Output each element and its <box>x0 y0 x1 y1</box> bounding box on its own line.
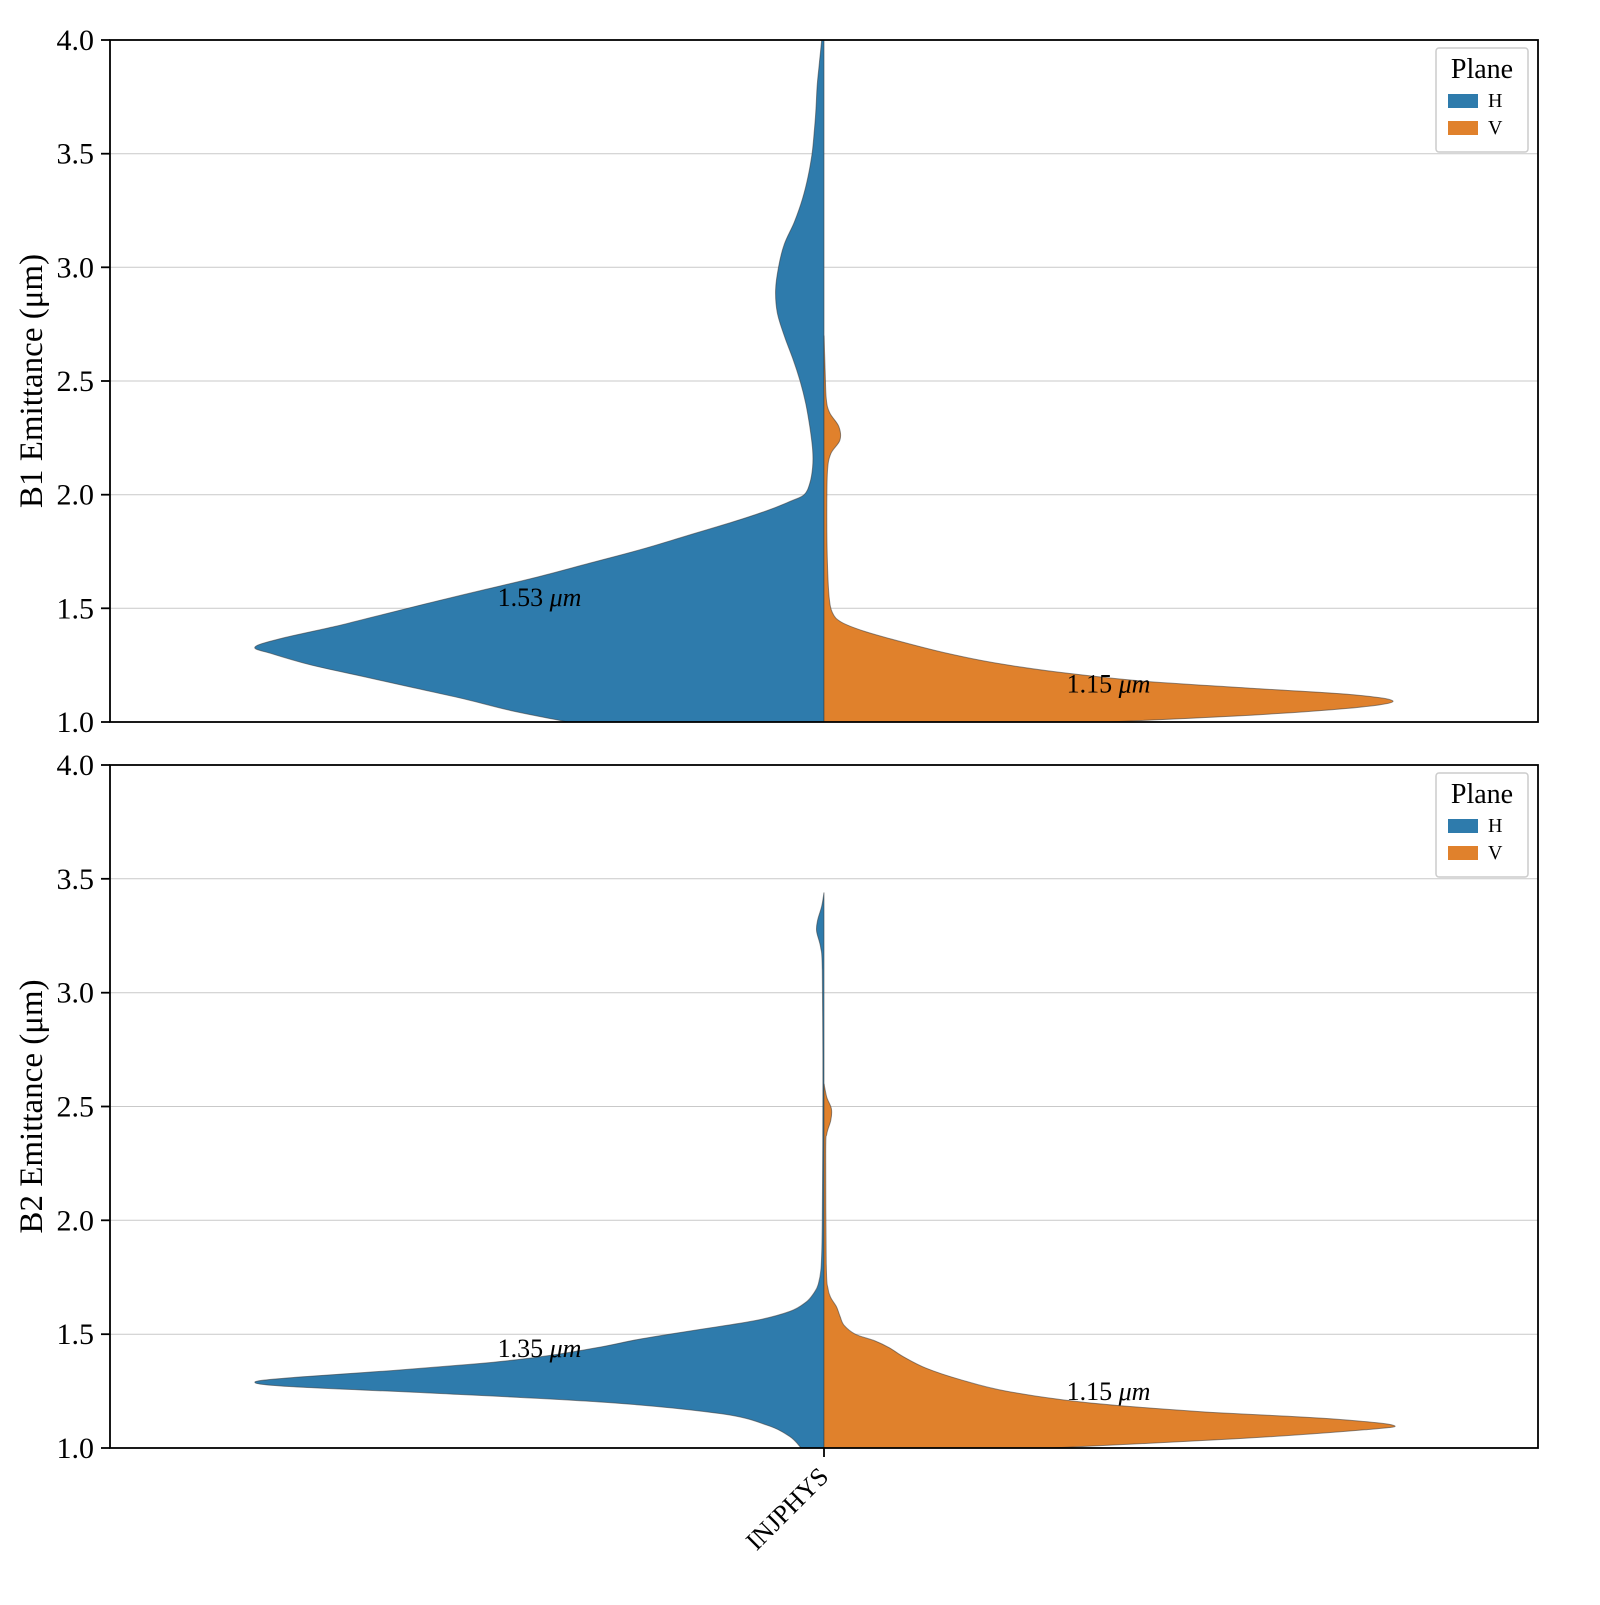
violin-B1-H <box>254 40 825 722</box>
y-tick-label: 2.5 <box>57 365 95 398</box>
y-tick-label: 2.0 <box>57 1204 95 1237</box>
y-tick-label: 3.0 <box>57 977 95 1010</box>
y-tick-label: 2.5 <box>57 1091 95 1124</box>
mean-annotation-B1-V: 1.15 μm <box>1067 669 1151 698</box>
violin-B2-H <box>254 892 825 1448</box>
subplot-B1: 1.53 μm 1.15 μm 1.0 1.5 2.0 2.5 3.0 3.5 4.0 B1 Em… <box>14 24 1539 739</box>
y-axis-label-B1: B1 Emittance (μm) <box>14 254 50 508</box>
y-tick-label: 3.5 <box>57 863 95 896</box>
y-tick-label: 3.5 <box>57 138 95 171</box>
mean-annotation-B2-V: 1.15 μm <box>1067 1377 1151 1406</box>
y-tick-label: 1.0 <box>57 706 95 739</box>
y-axis-label-B2: B2 Emittance (μm) <box>14 979 50 1233</box>
violin-B2-V <box>823 1083 1396 1448</box>
legend-swatch-H <box>1448 94 1478 108</box>
y-tick-label: 2.0 <box>57 479 95 512</box>
legend-entry-label-V: V <box>1488 842 1503 864</box>
y-tick-label: 1.5 <box>57 592 95 625</box>
legend-swatch-H <box>1448 819 1478 833</box>
legend-entry-label-H: H <box>1488 815 1502 837</box>
mean-annotation-B2-H: 1.35 μm <box>498 1334 582 1363</box>
legend-swatch-V <box>1448 846 1478 860</box>
legend-title: Plane <box>1451 54 1513 85</box>
legend-swatch-V <box>1448 121 1478 135</box>
y-tick-label: 4.0 <box>57 749 95 782</box>
y-tick-label: 1.5 <box>57 1318 95 1351</box>
violin-B1-V <box>823 335 1394 722</box>
y-tick-label: 3.0 <box>57 251 95 284</box>
legend-title: Plane <box>1451 779 1513 810</box>
mean-annotation-B1-H: 1.53 μm <box>498 583 582 612</box>
subplot-B2: 1.35 μm 1.15 μm 1.0 1.5 2.0 2.5 3.0 3.5 4.0 B2 Em… <box>14 749 1539 1465</box>
y-tick-label: 4.0 <box>57 24 95 57</box>
y-tick-label: 1.0 <box>57 1432 95 1465</box>
legend-entry-label-V: V <box>1488 117 1503 139</box>
legend-entry-label-H: H <box>1488 90 1502 112</box>
